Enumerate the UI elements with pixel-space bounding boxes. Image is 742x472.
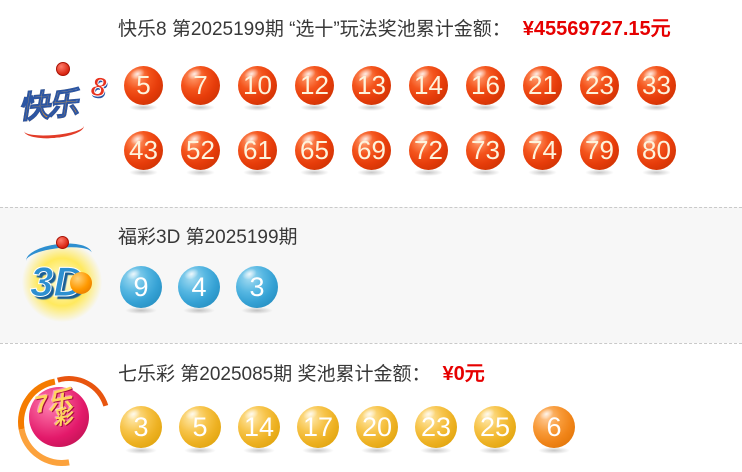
section-qilecai: 7乐 彩 七乐彩 第2025085期 奖池累计金额： ¥0元 3 5 14 17 20 23… bbox=[0, 343, 742, 472]
section-kuaile8: 快乐 8 快乐8 第2025199期 “选十”玩法奖池累计金额： ¥4556972… bbox=[0, 0, 742, 207]
lottery-ball: 12 bbox=[295, 66, 334, 111]
fucai3d-logo: 3D bbox=[16, 234, 108, 326]
lottery-ball: 65 bbox=[295, 131, 334, 176]
lottery-ball: 33 bbox=[637, 66, 676, 111]
lottery-ball: 20 bbox=[356, 406, 398, 454]
lottery-ball: 73 bbox=[466, 131, 505, 176]
welfare-lottery-emblem-icon bbox=[56, 62, 70, 76]
lottery-ball: 23 bbox=[415, 406, 457, 454]
lottery-ball: 13 bbox=[352, 66, 391, 111]
lottery-ball: 3 bbox=[120, 406, 162, 454]
qilecai-logo: 7乐 彩 bbox=[0, 360, 125, 472]
lottery-ball: 21 bbox=[523, 66, 562, 111]
lottery-ball: 80 bbox=[637, 131, 676, 176]
lottery-ball: 17 bbox=[297, 406, 339, 454]
lottery-ball: 5 bbox=[179, 406, 221, 454]
lottery-ball: 10 bbox=[238, 66, 277, 111]
lottery-ball: 9 bbox=[120, 266, 162, 314]
lottery-ball-special: 6 bbox=[533, 406, 575, 454]
kuaile8-logo: 快乐 8 bbox=[10, 58, 114, 146]
lottery-ball: 5 bbox=[124, 66, 163, 111]
lottery-ball: 4 bbox=[178, 266, 220, 314]
lottery-ball: 74 bbox=[523, 131, 562, 176]
qilecai-logo-text: 7乐 彩 bbox=[32, 386, 76, 433]
fucai3d-header: 福彩3D 第2025199期 bbox=[118, 222, 298, 249]
lottery-ball: 16 bbox=[466, 66, 505, 111]
lottery-ball: 7 bbox=[181, 66, 220, 111]
qilecai-header: 七乐彩 第2025085期 奖池累计金额： ¥0元 bbox=[118, 357, 485, 386]
kuaile8-balls-row2: 43 52 61 65 69 72 73 74 79 80 bbox=[124, 131, 676, 176]
fucai3d-logo-ball-icon bbox=[70, 272, 92, 294]
qilecai-title: 七乐彩 第2025085期 奖池累计金额： bbox=[118, 364, 431, 385]
lottery-ball: 25 bbox=[474, 406, 516, 454]
fucai3d-title: 福彩3D 第2025199期 bbox=[118, 227, 298, 248]
kuaile8-balls-row1: 5 7 10 12 13 14 16 21 23 33 bbox=[124, 66, 676, 111]
qilecai-jackpot-amount: ¥0元 bbox=[442, 363, 485, 385]
lottery-ball: 43 bbox=[124, 131, 163, 176]
lottery-ball: 61 bbox=[238, 131, 277, 176]
lottery-ball: 23 bbox=[580, 66, 619, 111]
lottery-ball: 72 bbox=[409, 131, 448, 176]
lottery-ball: 79 bbox=[580, 131, 619, 176]
welfare-lottery-emblem-icon bbox=[56, 236, 69, 249]
lottery-ball: 14 bbox=[238, 406, 280, 454]
kuaile8-title: 快乐8 第2025199期 “选十”玩法奖池累计金额： bbox=[118, 19, 511, 40]
kuaile8-jackpot-amount: ¥45569727.15元 bbox=[522, 18, 671, 40]
lottery-ball: 3 bbox=[236, 266, 278, 314]
qilecai-balls-row: 3 5 14 17 20 23 25 6 bbox=[120, 406, 575, 454]
qilecai-logo-circle bbox=[29, 387, 89, 447]
kuaile8-header: 快乐8 第2025199期 “选十”玩法奖池累计金额： ¥45569727.15元 bbox=[118, 12, 671, 41]
lottery-ball: 14 bbox=[409, 66, 448, 111]
lottery-ball: 69 bbox=[352, 131, 391, 176]
lottery-ball: 52 bbox=[181, 131, 220, 176]
kuaile8-logo-eight: 8 bbox=[89, 71, 109, 104]
